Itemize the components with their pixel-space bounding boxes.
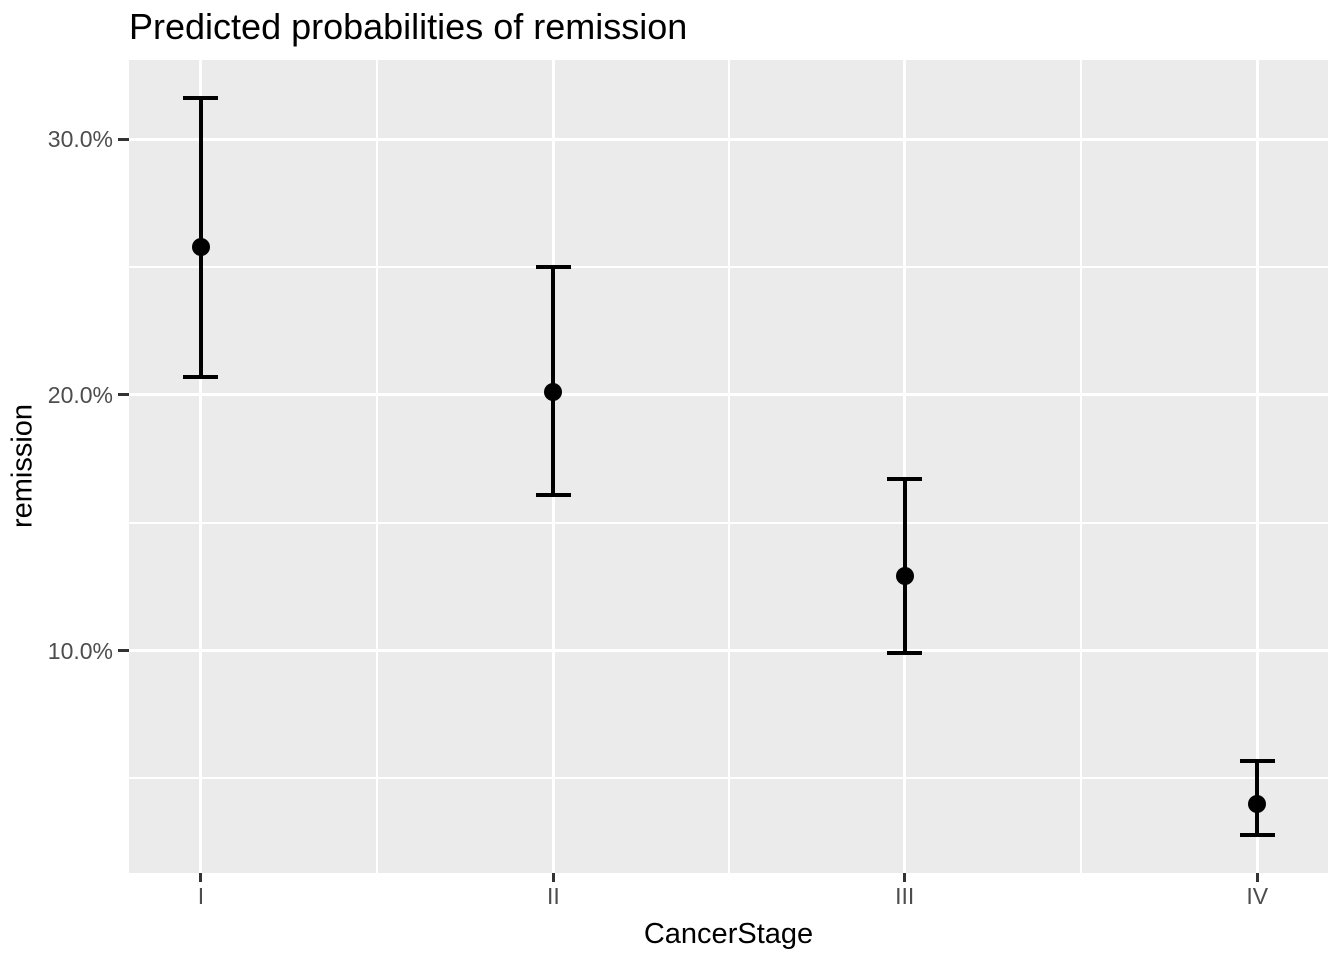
x-tick-mark — [199, 873, 203, 882]
y-tick-label: 10.0% — [47, 637, 113, 664]
errorbar-cap-upper-stage-III — [887, 477, 923, 482]
plot-panel — [129, 60, 1328, 873]
errorbar-cap-lower-stage-II — [535, 492, 571, 497]
gridline-minor-x — [728, 60, 731, 873]
x-tick-label: III — [895, 883, 915, 909]
y-tick-mark — [118, 393, 129, 397]
x-tick-label: II — [547, 883, 560, 909]
errorbar-cap-lower-stage-III — [887, 651, 923, 656]
errorbar-cap-lower-stage-I — [183, 375, 219, 380]
y-tick-label: 30.0% — [47, 126, 113, 153]
gridline-major-x — [1255, 60, 1259, 873]
x-tick-label: IV — [1246, 883, 1269, 909]
gridline-minor-x — [1080, 60, 1082, 873]
x-tick-mark — [1255, 873, 1259, 882]
gridline-major-y — [129, 137, 1328, 141]
x-tick-label: I — [197, 883, 205, 909]
x-tick-mark — [551, 873, 555, 882]
point-stage-II — [544, 383, 563, 402]
gridline-major-y — [129, 649, 1328, 653]
errorbar-cap-lower-stage-IV — [1239, 832, 1275, 837]
errorbar-cap-upper-stage-I — [183, 96, 219, 101]
y-tick-label: 20.0% — [47, 381, 113, 408]
errorbar-cap-upper-stage-II — [535, 265, 571, 270]
plot-title: Predicted probabilities of remission — [129, 6, 688, 47]
gridline-major-y — [129, 393, 1328, 397]
x-axis-title: CancerStage — [643, 918, 814, 950]
point-stage-I — [191, 237, 210, 256]
point-stage-III — [895, 567, 914, 586]
y-axis-title: remission — [6, 403, 39, 529]
errorbar-line-stage-II — [551, 267, 556, 495]
errorbar-cap-upper-stage-IV — [1239, 758, 1275, 763]
gridline-major-x — [903, 60, 907, 873]
x-tick-mark — [903, 873, 907, 882]
y-tick-mark — [118, 137, 129, 141]
gridline-major-x — [199, 60, 203, 873]
gridline-minor-x — [376, 60, 379, 873]
errorbar-line-stage-III — [902, 479, 907, 654]
point-stage-IV — [1248, 794, 1267, 813]
y-tick-mark — [118, 649, 129, 653]
